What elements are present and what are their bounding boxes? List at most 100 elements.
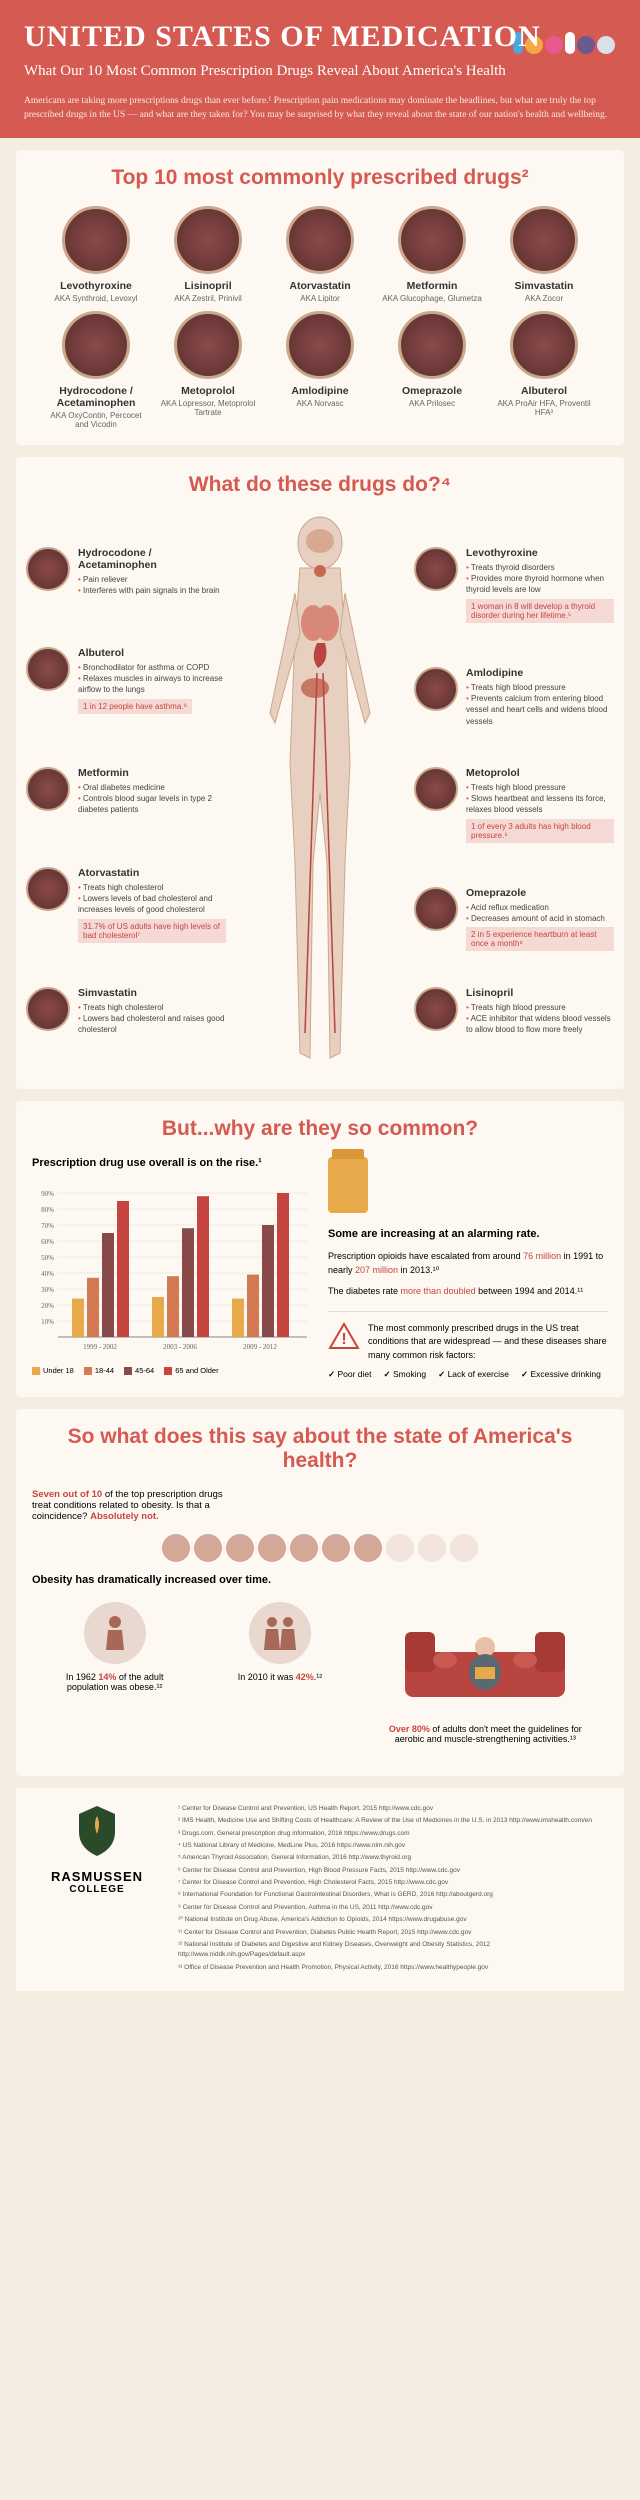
drug-circle-icon xyxy=(26,867,70,911)
drug-info: Hydrocodone / AcetaminophenPain reliever… xyxy=(26,547,226,596)
drug-circle-icon xyxy=(398,206,466,274)
chart-legend: Under 1818-4445-6465 and Older xyxy=(32,1366,312,1375)
risk-list: Poor dietSmokingLack of exerciseExcessiv… xyxy=(328,1368,608,1381)
svg-text:50%: 50% xyxy=(41,1254,54,1262)
header: UNITED STATES OF MEDICATION What Our 10 … xyxy=(0,0,640,138)
mini-pill-icon xyxy=(322,1534,350,1562)
drug-item: AmlodipineAKA Norvasc xyxy=(268,311,372,429)
whatdo-title: What do these drugs do?⁴ xyxy=(32,473,608,497)
subtitle: What Our 10 Most Common Prescription Dru… xyxy=(24,63,506,79)
top10-section: Top 10 most commonly prescribed drugs² L… xyxy=(16,150,624,445)
obesity-1962: In 1962 14% of the adult population was … xyxy=(55,1602,175,1744)
svg-text:30%: 30% xyxy=(41,1286,54,1294)
drug-circle-icon xyxy=(26,767,70,811)
drug-info: LisinoprilTreats high blood pressureACE … xyxy=(414,987,614,1036)
why-title: But...why are they so common? xyxy=(32,1117,608,1141)
drug-circle-icon xyxy=(414,987,458,1031)
opioid-stat: Prescription opioids have escalated from… xyxy=(328,1250,608,1277)
obesity-2010: In 2010 it was 42%.¹² xyxy=(220,1602,340,1744)
warning-icon: ! xyxy=(328,1322,360,1350)
drugs-grid: LevothyroxineAKA Synthroid, LevoxylLisin… xyxy=(32,206,608,429)
svg-text:2009 - 2012: 2009 - 2012 xyxy=(243,1343,277,1351)
main-title: UNITED STATES OF MEDICATION xyxy=(24,20,616,54)
alarming-title: Some are increasing at an alarming rate. xyxy=(328,1226,608,1243)
stat-box: 1 in 12 people have asthma.⁹ xyxy=(78,699,192,714)
mini-pill-icon xyxy=(290,1534,318,1562)
drug-circle-icon xyxy=(414,887,458,931)
drug-circle-icon xyxy=(510,311,578,379)
thyroid-icon xyxy=(314,565,326,577)
drug-info: MetoprololTreats high blood pressureSlow… xyxy=(414,767,614,843)
drug-circle-icon xyxy=(26,987,70,1031)
risk-intro: The most commonly prescribed drugs in th… xyxy=(328,1322,608,1363)
drug-circle-icon xyxy=(286,206,354,274)
mini-pill-icon xyxy=(226,1534,254,1562)
couch-icon xyxy=(395,1612,575,1712)
references: ¹ Center for Disease Control and Prevent… xyxy=(178,1804,608,1975)
drug-info: AmlodipineTreats high blood pressurePrev… xyxy=(414,667,614,727)
mini-pill-icon xyxy=(162,1534,190,1562)
header-description: Americans are taking more prescriptions … xyxy=(24,94,616,123)
state-section: So what does this say about the state of… xyxy=(16,1409,624,1776)
mini-pill-icon xyxy=(418,1534,446,1562)
svg-text:70%: 70% xyxy=(41,1222,54,1230)
mini-pill-icon xyxy=(258,1534,286,1562)
why-section: But...why are they so common? Prescripti… xyxy=(16,1101,624,1397)
svg-text:60%: 60% xyxy=(41,1238,54,1246)
logo: RASMUSSEN COLLEGE xyxy=(32,1804,162,1975)
drug-item: MetoprololAKA Lopressor, Metoprolol Tart… xyxy=(156,311,260,429)
drug-item: AlbuterolAKA ProAir HFA, Proventil HFA³ xyxy=(492,311,596,429)
drug-circle-icon xyxy=(174,311,242,379)
drug-circle-icon xyxy=(398,311,466,379)
drug-item: SimvastatinAKA Zocor xyxy=(492,206,596,303)
drug-item: MetforminAKA Glucophage, Glumetza xyxy=(380,206,484,303)
mini-pill-icon xyxy=(386,1534,414,1562)
state-title: So what does this say about the state of… xyxy=(32,1425,608,1473)
drug-circle-icon xyxy=(26,647,70,691)
drug-info: SimvastatinTreats high cholesterolLowers… xyxy=(26,987,226,1036)
drug-circle-icon xyxy=(174,206,242,274)
whatdo-section: What do these drugs do?⁴ Hydrocodone / A… xyxy=(16,457,624,1089)
diabetes-stat: The diabetes rate more than doubled betw… xyxy=(328,1285,608,1299)
drug-circle-icon xyxy=(62,206,130,274)
stat-box: 2 in 5 experience heartburn at least onc… xyxy=(466,927,614,951)
person-icon xyxy=(84,1602,146,1664)
drug-circle-icon xyxy=(414,667,458,711)
drug-info: LevothyroxineTreats thyroid disordersPro… xyxy=(414,547,614,623)
mini-pill-icon xyxy=(194,1534,222,1562)
pill-row xyxy=(32,1534,608,1562)
svg-text:1999 - 2002: 1999 - 2002 xyxy=(83,1343,117,1351)
drug-info: MetforminOral diabetes medicineControls … xyxy=(26,767,226,816)
seven-of-ten: Seven out of 10 of the top prescription … xyxy=(32,1489,232,1522)
drug-info: OmeprazoleAcid reflux medicationDecrease… xyxy=(414,887,614,951)
svg-text:40%: 40% xyxy=(41,1270,54,1278)
svg-text:!: ! xyxy=(341,1331,346,1348)
drug-info: AtorvastatinTreats high cholesterolLower… xyxy=(26,867,226,943)
obesity-heading: Obesity has dramatically increased over … xyxy=(32,1574,608,1586)
chart-title: Prescription drug use overall is on the … xyxy=(32,1157,312,1169)
obesity-80pct: Over 80% of adults don't meet the guidel… xyxy=(385,1602,585,1744)
people-icon xyxy=(249,1602,311,1664)
mini-pill-icon xyxy=(450,1534,478,1562)
drug-item: OmeprazoleAKA Prilosec xyxy=(380,311,484,429)
drug-info: AlbuterolBronchodilator for asthma or CO… xyxy=(26,647,226,714)
drug-circle-icon xyxy=(26,547,70,591)
stat-box: 1 woman in 8 will develop a thyroid diso… xyxy=(466,599,614,623)
bar-chart: 10%20%30%40%50%60%70%80%90%1999 - 200220… xyxy=(32,1177,312,1357)
drug-item: LisinoprilAKA Zestril, Prinivil xyxy=(156,206,260,303)
drug-circle-icon xyxy=(414,767,458,811)
top10-title: Top 10 most commonly prescribed drugs² xyxy=(32,166,608,190)
drug-item: AtorvastatinAKA Lipitor xyxy=(268,206,372,303)
svg-text:2003 - 2006: 2003 - 2006 xyxy=(163,1343,197,1351)
drug-item: LevothyroxineAKA Synthroid, Levoxyl xyxy=(44,206,148,303)
svg-text:80%: 80% xyxy=(41,1206,54,1214)
footer: RASMUSSEN COLLEGE ¹ Center for Disease C… xyxy=(16,1788,624,1991)
brain-icon xyxy=(306,529,334,553)
shield-icon xyxy=(75,1804,119,1858)
drug-item: Hydrocodone / AcetaminophenAKA OxyContin… xyxy=(44,311,148,429)
svg-text:20%: 20% xyxy=(41,1302,54,1310)
stat-box: 31.7% of US adults have high levels of b… xyxy=(78,919,226,943)
drug-circle-icon xyxy=(510,206,578,274)
body-diagram xyxy=(245,513,395,1073)
drug-circle-icon xyxy=(62,311,130,379)
